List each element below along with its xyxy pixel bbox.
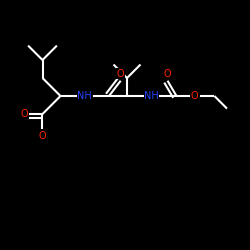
Text: O: O [117,69,124,79]
Text: O: O [164,69,171,79]
Text: O: O [39,131,46,141]
Text: NH: NH [144,91,159,101]
Text: NH: NH [78,91,92,101]
Text: O: O [21,109,28,119]
Text: O: O [191,91,198,101]
